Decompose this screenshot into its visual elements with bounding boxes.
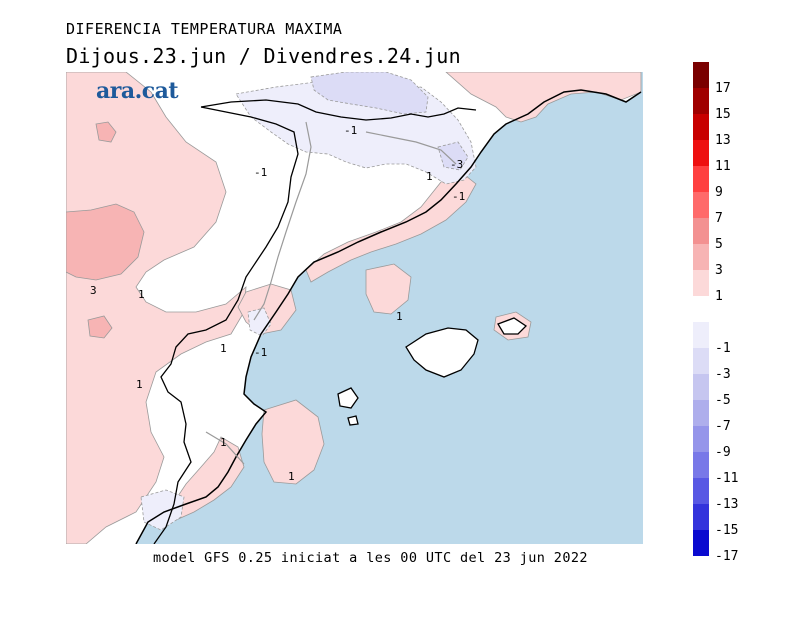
warm-scale-swatch <box>693 218 709 244</box>
strong-cold-zones <box>310 72 469 171</box>
formentera-island <box>347 415 359 426</box>
cold-scale-tick-label: -5 <box>715 393 731 408</box>
contour-label: -1 <box>452 190 465 203</box>
southern-province-border <box>205 431 245 465</box>
northern-strong-cold-zone <box>310 72 429 115</box>
cold-scale-swatch <box>693 504 709 530</box>
cold-scale-tick-label: -7 <box>715 419 731 434</box>
color-scale-legend: 17 15 13 11 9 7 5 3 1 -1 -3 -5 -7 -9 -11 -13 -15 -17 <box>693 62 738 560</box>
contour-label: -1 <box>254 346 267 359</box>
warm-scale-swatch <box>693 270 709 296</box>
coastline <box>135 89 642 544</box>
model-run-caption: model GFS 0.25 iniciat a les 00 UTC del … <box>153 550 588 566</box>
inland-province-border <box>253 121 312 321</box>
northeast-strong-cold-patch <box>437 141 469 171</box>
contour-label: 1 <box>136 378 143 391</box>
cold-scale-swatch <box>693 478 709 504</box>
cold-scale-swatch <box>693 322 709 348</box>
cold-scale-tick-label: -13 <box>715 497 738 512</box>
cold-scale-tick-label: -3 <box>715 367 731 382</box>
warm-scale-swatch <box>693 166 709 192</box>
cold-scale: -1 -3 -5 -7 -9 -11 -13 -15 -17 <box>693 322 738 560</box>
warm-scale-swatch <box>693 62 709 88</box>
chart-title: DIFERENCIA TEMPERATURA MAXIMA <box>66 20 343 38</box>
warm-scale: 17 15 13 11 9 7 5 3 1 <box>693 62 731 304</box>
warm-scale-swatch <box>693 88 709 114</box>
regional-borders <box>153 99 477 544</box>
warm-scale-tick-label: 3 <box>715 263 723 278</box>
contour-label: -1 <box>344 124 357 137</box>
cold-scale-swatch <box>693 530 709 556</box>
western-strong-warm-spot-1 <box>95 121 117 143</box>
contour-label: -1 <box>254 166 267 179</box>
northern-border <box>200 99 477 121</box>
cold-scale-tick-label: -1 <box>715 341 731 356</box>
date-range-subtitle: Dijous.23.jun / Divendres.24.jun <box>66 44 461 68</box>
temperature-difference-map: -1 -1 -3 1 -1 3 1 1 -1 1 1 1 1 <box>66 72 643 544</box>
contour-label: 1 <box>396 310 403 323</box>
warm-scale-tick-label: 17 <box>715 81 731 96</box>
cold-scale-tick-label: -17 <box>715 549 738 560</box>
contour-label: 3 <box>90 284 97 297</box>
cold-scale-tick-label: -15 <box>715 523 738 538</box>
offshore-warm-zone <box>261 399 325 485</box>
aracat-logo: ara.cat <box>96 78 179 104</box>
contour-label: 1 <box>288 470 295 483</box>
western-strong-warm-zone <box>66 203 145 281</box>
cold-scale-swatch <box>693 452 709 478</box>
menorca-island <box>497 317 528 335</box>
ibiza-warm-zone <box>365 263 412 315</box>
western-warm-zone <box>66 72 247 544</box>
warm-scale-swatch <box>693 114 709 140</box>
warm-scale-tick-label: 1 <box>715 289 723 304</box>
western-strong-warm-spot-2 <box>87 315 113 339</box>
cold-scale-tick-label: -11 <box>715 471 738 486</box>
cold-scale-swatch <box>693 374 709 400</box>
catalonia-western-border <box>153 106 299 544</box>
balearic-islands <box>337 317 528 426</box>
warm-scale-tick-label: 13 <box>715 133 731 148</box>
province-borders <box>205 121 457 465</box>
warm-scale-tick-label: 9 <box>715 185 723 200</box>
cold-scale-swatch <box>693 400 709 426</box>
cold-scale-swatch <box>693 348 709 374</box>
contour-label: 1 <box>138 288 145 301</box>
contour-label: 1 <box>220 342 227 355</box>
cold-scale-tick-label: -9 <box>715 445 731 460</box>
strong-warm-zones <box>66 121 145 339</box>
warm-scale-tick-label: 5 <box>715 237 723 252</box>
contour-label: -3 <box>450 158 463 171</box>
warm-scale-swatch <box>693 244 709 270</box>
contour-label: 1 <box>220 436 227 449</box>
warm-scale-swatch <box>693 192 709 218</box>
ibiza-island <box>337 387 359 409</box>
cold-scale-swatch <box>693 426 709 452</box>
warm-scale-swatch <box>693 140 709 166</box>
mallorca-island <box>405 327 479 378</box>
coastal-warm-strip <box>305 171 477 283</box>
eastern-province-border <box>365 131 457 165</box>
contour-label: 1 <box>426 170 433 183</box>
warm-scale-tick-label: 15 <box>715 107 731 122</box>
warm-scale-tick-label: 11 <box>715 159 731 174</box>
warm-scale-tick-label: 7 <box>715 211 723 226</box>
